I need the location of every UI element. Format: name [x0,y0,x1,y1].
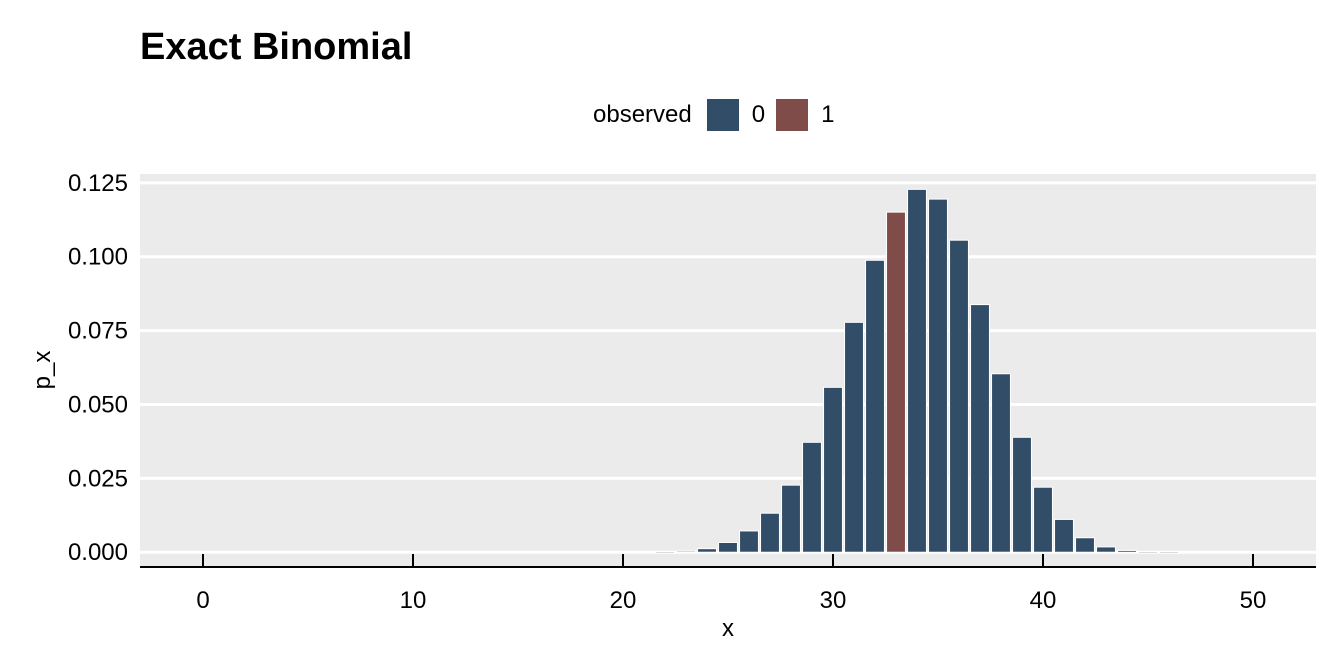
bars [655,188,1179,554]
bar [1012,436,1032,553]
bar [949,239,969,553]
bar [1138,551,1158,554]
x-tick-label: 40 [1030,587,1057,614]
x-tick-label: 20 [610,587,637,614]
bar [886,211,906,553]
bar [928,198,948,553]
y-tick-label: 0.050 [68,391,128,418]
legend-title: observed [593,101,692,128]
y-ticks: 0.000 0.025 0.050 0.075 0.100 0.125 [68,170,128,566]
bar [802,441,822,553]
bar [781,484,801,553]
y-tick-label: 0.075 [68,318,128,345]
legend: observed 0 1 [593,96,844,134]
x-axis-label: x [722,615,734,642]
x-tick-label: 0 [196,587,209,614]
legend-key-1 [775,98,810,132]
bar [907,188,927,553]
bar [865,259,885,553]
y-tick-label: 0.125 [68,170,128,197]
bar [991,373,1011,553]
y-tick-label: 0.000 [68,539,128,566]
bar [1159,551,1179,554]
y-tick-label: 0.100 [68,244,128,271]
bar [655,551,675,554]
bar [1033,486,1053,553]
bar [676,550,696,553]
bar [823,386,843,553]
legend-label-1: 1 [821,101,835,128]
bar [739,530,759,553]
bar [760,512,780,553]
y-tick-label: 0.025 [68,465,128,492]
legend-label-0: 0 [751,101,766,128]
bar [718,541,738,553]
grid-lines [140,181,1316,554]
plot-panel [140,174,1316,567]
legend-key-0 [705,98,740,132]
x-ticks: 0 10 20 30 40 50 [196,554,1266,614]
x-tick-label: 10 [400,587,427,614]
bar [970,304,990,553]
bar [1117,549,1137,553]
x-tick-label: 50 [1240,587,1267,614]
chart-title: Exact Binomial [140,26,413,68]
bar [1075,537,1095,553]
bar [697,548,717,553]
bar [1096,546,1116,553]
x-tick-label: 30 [820,587,847,614]
y-axis-label: p_x [29,351,56,390]
bar [844,321,864,553]
bar [1054,518,1074,553]
